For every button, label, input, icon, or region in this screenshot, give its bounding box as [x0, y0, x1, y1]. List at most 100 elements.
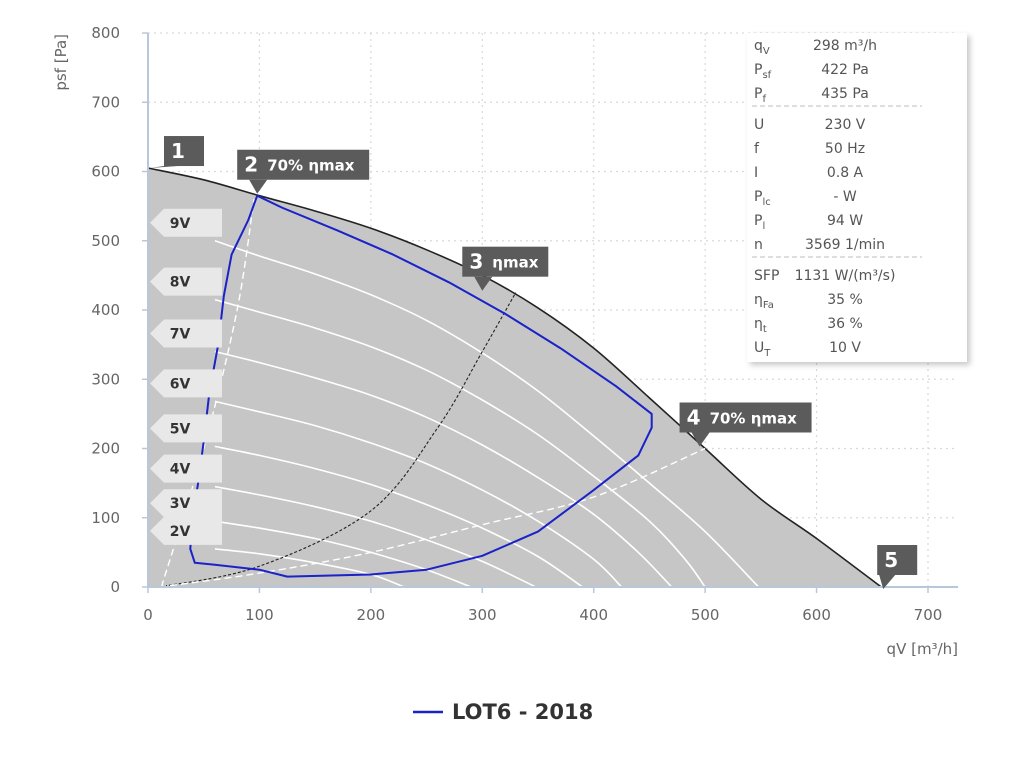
y-tick-label: 300 — [91, 370, 120, 388]
x-tick-label: 100 — [245, 606, 274, 624]
voltage-curve-5v — [214, 445, 584, 588]
marker-pointer — [879, 575, 896, 589]
info-row-value: 50 Hz — [825, 141, 865, 157]
point-markers: 1 2 70% ηmax 3 ηmax 4 70% ηmax 5 — [150, 136, 918, 589]
marker-pointer — [150, 166, 178, 169]
voltage-label-text: 7V — [170, 327, 191, 343]
info-row-value: - W — [833, 189, 857, 205]
y-tick-label: 400 — [91, 301, 120, 319]
y-tick-label: 100 — [91, 509, 120, 527]
voltage-label-6v: 6V — [150, 369, 222, 398]
marker-bg — [877, 545, 918, 575]
voltage-label-5v: 5V — [150, 414, 222, 443]
info-row-value: 94 W — [827, 213, 863, 229]
info-row: ηt 36 % — [754, 316, 863, 335]
operating-area — [148, 168, 882, 587]
y-tick-label: 0 — [110, 578, 120, 596]
voltage-label-bg — [150, 516, 222, 545]
marker-pointer — [691, 432, 710, 447]
marker-number: 2 — [244, 153, 258, 177]
marker-bg — [237, 149, 370, 180]
legend: LOT6 - 2018 — [413, 700, 593, 724]
voltage-label-bg — [150, 454, 222, 483]
marker-pointer — [474, 276, 493, 291]
marker-3: 3 ηmax — [462, 246, 549, 291]
info-row: Pl 94 W — [754, 213, 863, 232]
marker-pointer — [249, 179, 268, 194]
voltage-label-text: 6V — [170, 376, 191, 392]
marker-number: 3 — [469, 250, 483, 274]
x-tick-label: 400 — [579, 606, 608, 624]
voltage-label-text: 5V — [170, 421, 191, 437]
x-tick-label: 600 — [802, 606, 831, 624]
voltage-curve-6v — [214, 400, 623, 588]
voltage-label-text: 9V — [170, 216, 191, 232]
marker-4: 4 70% ηmax — [679, 402, 812, 447]
voltage-label-bg — [150, 369, 222, 398]
marker-bg — [679, 402, 812, 433]
marker-label: ηmax — [492, 254, 538, 272]
voltage-curve-2v — [214, 548, 405, 588]
info-row-name: Pl — [754, 213, 765, 232]
info-panel-bg — [747, 33, 967, 362]
info-row-name: SFP — [754, 268, 779, 284]
x-tick-label: 0 — [143, 606, 153, 624]
marker-bg — [164, 136, 204, 167]
info-row-value: 422 Pa — [821, 62, 869, 78]
marker-bg — [462, 246, 549, 277]
x-axis-label: qV [m³/h] — [887, 640, 958, 658]
voltage-label-bg — [150, 319, 222, 348]
info-row-value: 435 Pa — [821, 86, 869, 102]
voltage-label-bg — [150, 267, 222, 296]
voltage-label-8v: 8V — [150, 267, 222, 296]
voltage-curve-9v — [214, 240, 760, 588]
voltage-label-4v: 4V — [150, 454, 222, 483]
marker-1: 1 — [150, 136, 204, 169]
voltage-labels: 9V 8V 7V 6V 5V 4V 3V 2V — [150, 208, 222, 545]
voltage-curve-4v — [214, 485, 537, 588]
voltage-curve-7v — [214, 350, 673, 588]
marker-label: 70% ηmax — [267, 157, 355, 175]
info-row-name: U — [754, 117, 764, 133]
voltage-curves — [214, 240, 760, 588]
y-tick-label: 800 — [91, 24, 120, 42]
marker-number: 5 — [884, 548, 898, 572]
info-row-name: f — [754, 141, 760, 157]
info-row-value: 10 V — [829, 340, 861, 356]
y-tick-label: 200 — [91, 440, 120, 458]
voltage-label-7v: 7V — [150, 319, 222, 348]
marker-2: 2 70% ηmax — [237, 149, 370, 194]
axes: 0 100 200 300 400 500 600 700 0 100 200 300 400 500 60… — [52, 24, 958, 658]
info-row-value: 3569 1/min — [805, 237, 885, 253]
info-row: ηFa 35 % — [754, 292, 863, 311]
info-row-value: 298 m³/h — [813, 38, 877, 54]
voltage-label-text: 8V — [170, 275, 191, 291]
voltage-label-text: 3V — [170, 496, 191, 512]
voltage-curve-8v — [214, 298, 706, 588]
voltage-label-bg — [150, 208, 222, 237]
guide-curve-2 — [158, 292, 517, 588]
x-tick-label: 700 — [914, 606, 943, 624]
y-tick-label: 600 — [91, 163, 120, 181]
x-tick-label: 200 — [357, 606, 386, 624]
voltage-label-text: 4V — [170, 462, 191, 478]
info-row: f 50 Hz — [754, 141, 865, 157]
voltage-label-9v: 9V — [150, 208, 222, 237]
y-tick-label: 500 — [91, 232, 120, 250]
voltage-label-text: 2V — [170, 524, 191, 540]
info-row: SFP 1131 W/(m³/s) — [754, 268, 895, 284]
y-axis-label: psf [Pa] — [52, 34, 70, 91]
voltage-label-3v: 3V — [150, 489, 222, 518]
info-row-name: I — [754, 165, 758, 181]
max-curve-line — [147, 167, 882, 588]
info-row: I 0.8 A — [754, 165, 864, 181]
x-tick-label: 500 — [691, 606, 720, 624]
legend-label: LOT6 - 2018 — [452, 700, 593, 724]
info-row: n 3569 1/min — [754, 237, 885, 253]
marker-5: 5 — [877, 545, 918, 589]
guide-curve-3 — [159, 447, 706, 588]
info-row-value: 230 V — [825, 117, 866, 133]
voltage-label-2v: 2V — [150, 516, 222, 545]
